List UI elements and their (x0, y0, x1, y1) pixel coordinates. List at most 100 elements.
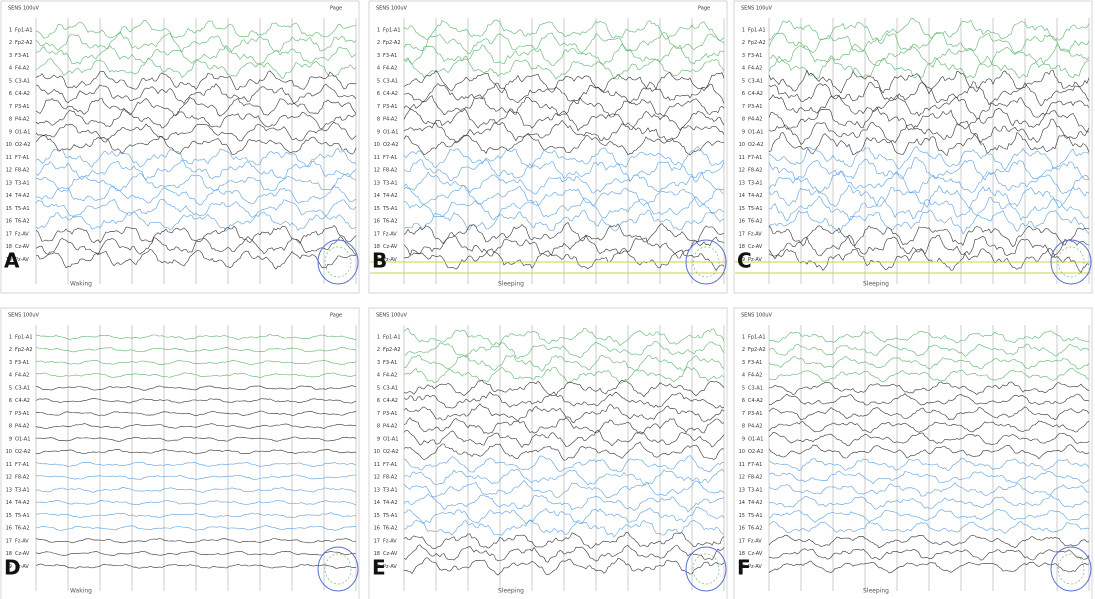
eeg-trace (35, 135, 357, 155)
eeg-trace (35, 448, 357, 455)
channel-number: 7 (9, 104, 12, 110)
channel-number: 3 (377, 53, 380, 59)
channel-label: C3-A1 (15, 385, 30, 391)
channel-label: F4-A2 (15, 373, 29, 379)
state-label: Waking (70, 588, 92, 595)
channel-label: P4-A2 (383, 424, 398, 430)
eeg-trace (403, 119, 725, 144)
channel-label: T5-A1 (382, 513, 398, 519)
panel-frame (368, 307, 728, 599)
eeg-trace (35, 19, 357, 39)
montage-icon (692, 553, 720, 585)
channel-label: P4-A2 (15, 117, 30, 123)
eeg-trace (35, 487, 357, 493)
state-label: Sleeping (863, 281, 889, 288)
channel-label: F7-A1 (15, 155, 29, 161)
sens-label: SENS 100uV (8, 6, 40, 12)
channel-number: 4 (377, 373, 380, 379)
channel-label: T4-A2 (382, 193, 398, 199)
channel-number: 14 (374, 500, 380, 506)
channel-label: Cz-AV (383, 551, 398, 557)
channel-number: 18 (374, 244, 380, 250)
channel-number: 10 (739, 142, 745, 148)
channel-number: 2 (9, 347, 12, 353)
channel-label: F3-A1 (748, 360, 762, 366)
channel-number: 6 (377, 398, 380, 404)
channel-label: O1-A1 (383, 129, 398, 135)
channel-number: 7 (742, 411, 745, 417)
channel-label: P3-A1 (15, 104, 30, 110)
eeg-trace (35, 31, 357, 53)
eeg-trace (768, 131, 1090, 157)
channel-number: 8 (9, 424, 12, 430)
eeg-trace (768, 432, 1090, 447)
channel-number: 3 (742, 360, 745, 366)
channel-number: 5 (377, 385, 380, 391)
channel-number: 16 (6, 526, 12, 532)
state-label: Sleeping (863, 588, 889, 595)
channel-label: O2-A2 (15, 449, 30, 455)
eeg-trace (403, 183, 725, 208)
eeg-trace (403, 171, 725, 195)
channel-number: 13 (739, 487, 745, 493)
channel-label: T3-A1 (382, 180, 398, 186)
montage-icon (685, 546, 727, 592)
channel-number: 11 (6, 155, 12, 161)
channel-number: 10 (374, 449, 380, 455)
eeg-trace (403, 493, 725, 513)
channel-number: 7 (377, 104, 380, 110)
eeg-panel: SENS 100uV Page 1 Fp1-A12 Fp2-A2 3 F3-A1 4 F4-A2… (368, 0, 728, 294)
eeg-trace (35, 147, 357, 168)
channel-label: P3-A1 (748, 104, 763, 110)
channel-label: Cz-AV (15, 551, 30, 557)
eeg-trace (403, 327, 725, 346)
eeg-trace (35, 359, 357, 366)
eeg-trace (403, 354, 725, 372)
channel-number: 4 (742, 66, 745, 72)
channel-number: 3 (9, 53, 12, 59)
eeg-trace (403, 81, 725, 104)
panel-frame (733, 0, 1093, 294)
channel-label: O1-A1 (383, 436, 398, 442)
sens-label: SENS 100uV (376, 313, 408, 319)
montage-icon (324, 246, 352, 278)
eeg-trace (403, 480, 725, 499)
sens-label: SENS 100uV (376, 6, 408, 12)
eeg-panel: SENS 100uV Page 1 Fp1-A12 Fp2-A2 3 F3-A1 4 F4-A2… (0, 0, 360, 294)
eeg-trace (768, 43, 1090, 68)
channel-number: 5 (742, 78, 745, 84)
montage-icon (1050, 239, 1092, 285)
channel-label: O1-A1 (748, 129, 763, 135)
channel-number: 18 (374, 551, 380, 557)
channel-number: 5 (9, 78, 12, 84)
eeg-trace (768, 393, 1090, 406)
panel-frame (0, 307, 360, 599)
channel-label: T3-A1 (14, 487, 30, 493)
channel-label: Fz-AV (748, 231, 762, 237)
channel-label: T6-A2 (14, 219, 30, 225)
eeg-trace (403, 519, 724, 538)
eeg-trace (403, 468, 725, 486)
channel-label: T6-A2 (382, 526, 398, 532)
eeg-trace (36, 525, 357, 531)
channel-label: Fz-AV (383, 231, 397, 237)
channel-number: 19 (374, 564, 380, 570)
channel-label: F8-A2 (15, 475, 29, 481)
channel-label: T3-A1 (747, 180, 763, 186)
eeg-trace (35, 83, 357, 105)
channel-number: 9 (742, 436, 745, 442)
channel-label: Pz-AV (15, 257, 29, 263)
channel-label: P4-A2 (748, 424, 763, 430)
channel-number: 4 (9, 66, 12, 72)
channel-number: 5 (377, 78, 380, 84)
eeg-trace (35, 563, 357, 569)
channel-number: 13 (6, 180, 12, 186)
eeg-trace (403, 403, 725, 424)
channel-number: 6 (377, 91, 380, 97)
eeg-trace (403, 531, 725, 550)
eeg-trace (35, 461, 357, 468)
eeg-trace (768, 81, 1090, 107)
channel-number: 11 (739, 462, 745, 468)
eeg-trace (768, 534, 1090, 549)
channel-label: Fz-AV (15, 231, 29, 237)
